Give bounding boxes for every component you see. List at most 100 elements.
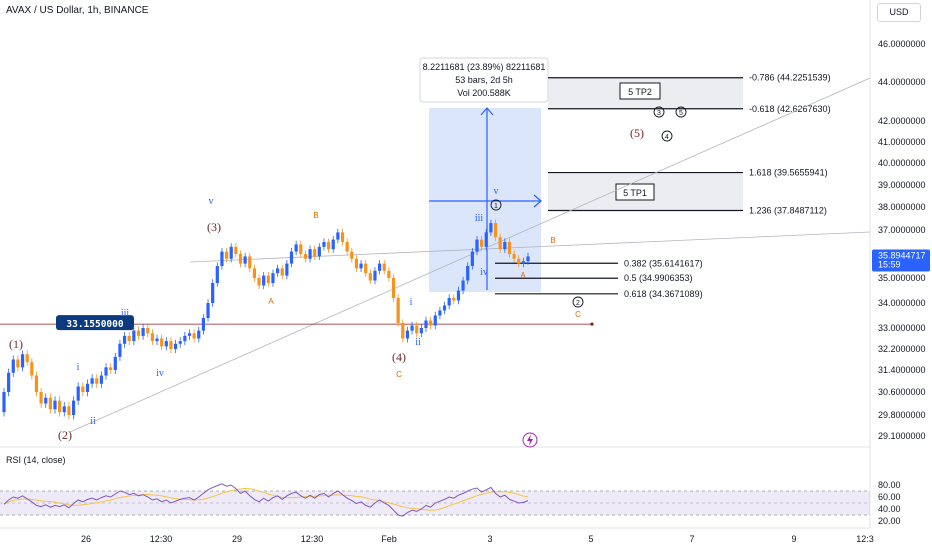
candle-body xyxy=(146,328,150,334)
candle-body xyxy=(299,244,303,254)
candle-body xyxy=(20,354,25,368)
candle-body xyxy=(220,251,224,266)
time-tick-label: 29 xyxy=(232,534,242,544)
candle-body xyxy=(415,325,419,334)
rsi-tick-label: 60.00 xyxy=(878,492,901,502)
candle-body xyxy=(118,343,122,357)
candle-body xyxy=(141,328,145,336)
candle-body xyxy=(294,244,298,252)
fib-label: 0.5 (34.9906353) xyxy=(624,273,693,283)
wave-c-1: C xyxy=(396,370,402,379)
wave-iv-1: iv xyxy=(156,368,164,379)
fib-label: -0.786 (44.2251539) xyxy=(749,73,831,83)
candle-body xyxy=(169,341,173,349)
tp2-box xyxy=(619,82,661,100)
candle-body xyxy=(280,268,284,276)
candle-body xyxy=(368,273,372,281)
candle-body xyxy=(127,335,131,342)
wave-1-label: (1) xyxy=(9,337,23,351)
candle-body xyxy=(99,375,103,384)
candle-body xyxy=(419,328,423,334)
wave-5-label: (5) xyxy=(630,126,644,140)
last-price-badge xyxy=(872,249,930,272)
symbol-title: AVAX / US Dollar, 1h, BINANCE xyxy=(6,5,149,16)
candle-body xyxy=(271,273,275,283)
candle-body xyxy=(58,400,62,413)
circled-1: 1 xyxy=(494,203,498,210)
wave-a-1: A xyxy=(268,297,274,306)
candle-body xyxy=(308,249,312,259)
candle-body xyxy=(322,242,326,247)
candle-body xyxy=(53,400,57,410)
candle-body xyxy=(155,338,159,342)
price-tick-label: 31.4000000 xyxy=(878,365,926,375)
candle-body xyxy=(2,392,6,413)
price-tick-label: 33.0000000 xyxy=(878,323,926,333)
time-tick-label: 12:30 xyxy=(301,534,324,544)
circled-2-ring xyxy=(572,296,584,308)
wave-iv-2: iv xyxy=(480,267,488,278)
trend-line[interactable] xyxy=(69,77,871,433)
tp1-box xyxy=(615,183,655,201)
support-line-handle[interactable] xyxy=(590,322,594,326)
measure-bars-text: 53 bars, 2d 5h xyxy=(455,75,513,85)
price-axis[interactable]: 46.0000000 44.0000000 42.0000000 41.0000000… xyxy=(878,39,926,441)
candle-body xyxy=(526,256,530,262)
candle-body xyxy=(16,359,20,368)
candle-body xyxy=(30,362,34,376)
candle-body xyxy=(410,325,414,331)
candle-body xyxy=(48,397,52,410)
candle-body xyxy=(192,333,196,339)
rsi-tick-label: 20.00 xyxy=(878,516,901,526)
lightning-event-icon[interactable] xyxy=(522,432,538,448)
rsi-tick-label: 40.00 xyxy=(878,504,901,514)
candle-body xyxy=(248,256,252,269)
candle-body xyxy=(85,383,90,392)
time-axis[interactable]: 26 12:30 29 12:30 Feb 3 5 7 9 12:3 xyxy=(81,534,874,544)
candle-body xyxy=(340,232,345,242)
candle-body xyxy=(44,397,48,404)
candle-body xyxy=(484,232,488,247)
circled-3: 3 xyxy=(657,110,661,117)
candle-body xyxy=(229,246,233,259)
candle-body xyxy=(517,258,521,264)
candle-body xyxy=(336,232,340,240)
candle-body xyxy=(243,256,247,264)
price-tick-label: 40.0000000 xyxy=(878,158,926,168)
price-tick-label: 41.0000000 xyxy=(878,137,926,147)
circled-4-ring xyxy=(661,130,673,142)
candle-body xyxy=(456,290,461,301)
fib-label: 1.618 (39.5655941) xyxy=(749,168,828,178)
candle-body xyxy=(401,323,405,339)
circled-labels: 1 2 3 4 5 xyxy=(490,106,687,308)
wave-ii-1: ii xyxy=(90,416,96,427)
wave-3-label: (3) xyxy=(207,220,221,234)
wave-b-1: B xyxy=(313,211,318,220)
candle-body xyxy=(187,333,192,336)
candle-body xyxy=(164,341,168,347)
candle-body xyxy=(252,268,257,278)
candle-body xyxy=(489,223,493,233)
time-tick-label: 5 xyxy=(588,534,593,544)
circled-3-ring xyxy=(653,106,665,118)
candle-body xyxy=(461,280,465,291)
candle-body xyxy=(331,239,335,250)
measure-range-box[interactable] xyxy=(429,108,541,292)
candle-body xyxy=(391,278,396,298)
candle-body xyxy=(512,254,516,259)
price-tick-label: 44.0000000 xyxy=(878,77,926,87)
candle-body xyxy=(34,375,39,392)
time-tick-label: 12:3 xyxy=(856,534,874,544)
candle-body xyxy=(160,338,164,347)
time-tick-label: 9 xyxy=(791,534,796,544)
candle-body xyxy=(150,333,154,342)
price-tick-label: 30.6000000 xyxy=(878,387,926,397)
candle-body xyxy=(345,242,349,252)
candle-body xyxy=(211,283,215,303)
upper-trend-line[interactable] xyxy=(189,231,871,263)
candle-body xyxy=(313,249,317,257)
currency-button[interactable]: USD xyxy=(877,3,921,22)
candle-body xyxy=(503,242,507,250)
